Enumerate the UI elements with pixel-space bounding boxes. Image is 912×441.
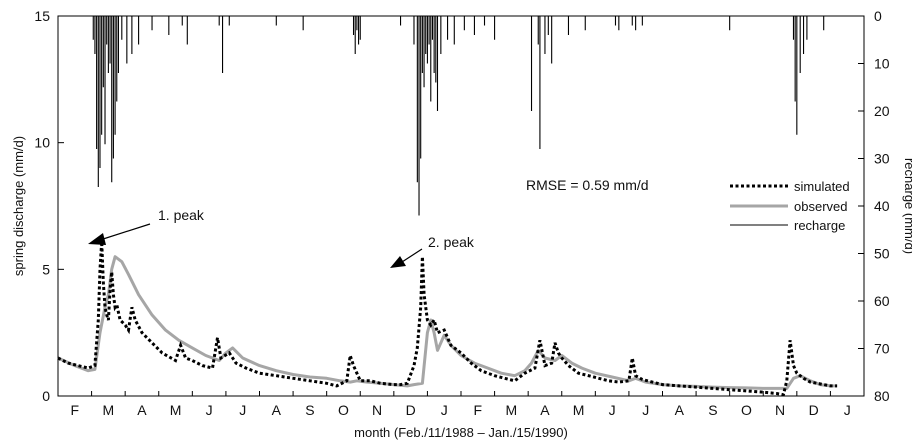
x-tick-label: N [372,402,382,418]
x-tick-label: F [71,402,80,418]
left-y-tick-label: 0 [42,388,50,404]
x-tick-label: S [708,402,717,418]
peak2-arrow [390,248,423,268]
x-tick-label: J [609,402,616,418]
left-y-axis: 0 5 10 15 [34,8,64,404]
right-y-tick-label: 80 [874,388,890,404]
recharge-series [92,16,825,216]
right-y-tick-label: 0 [874,8,882,24]
right-y-tick-label: 50 [874,246,890,262]
x-tick-label: M [573,402,585,418]
x-tick-label: J [441,402,448,418]
legend-observed-label: observed [794,199,847,214]
x-tick-label: A [272,402,282,418]
x-axis-title: month (Feb./11/1988 – Jan./15/1990) [354,425,568,440]
simulated-series-line [57,241,838,397]
right-y-axis: 0 10 20 30 40 50 60 70 80 [858,8,890,404]
x-tick-label: F [474,402,483,418]
x-tick-label: O [338,402,349,418]
peak1-label: 1. peak [158,207,205,223]
x-tick-label: J [642,402,649,418]
observed-series-line [57,255,838,390]
x-tick-label: O [741,402,752,418]
legend-recharge-label: recharge [794,218,845,233]
right-y-axis-title: recharge (mm/d) [902,158,912,254]
x-tick-label: D [406,402,416,418]
peak1-arrow [88,223,151,245]
rmse-annotation: RMSE = 0.59 mm/d [526,177,649,193]
x-tick-label: D [809,402,819,418]
x-tick-label: M [506,402,518,418]
x-tick-label: M [170,402,182,418]
x-tick-label: J [844,402,851,418]
x-tick-label: A [540,402,550,418]
x-tick-label: A [675,402,685,418]
x-tick-label: A [137,402,147,418]
left-y-tick-label: 15 [34,8,50,24]
legend: simulated observed recharge [730,179,850,233]
legend-simulated-label: simulated [794,179,850,194]
right-y-tick-label: 10 [874,56,890,72]
right-y-tick-label: 40 [874,198,890,214]
right-y-tick-label: 60 [874,293,890,309]
x-tick-label: J [206,402,213,418]
x-tick-label: N [775,402,785,418]
peak2-label: 2. peak [428,234,475,250]
right-y-tick-label: 70 [874,341,890,357]
left-y-tick-label: 10 [34,135,50,151]
right-y-tick-label: 30 [874,151,890,167]
left-y-axis-title: spring discharge (mm/d) [11,136,26,276]
x-tick-label: J [239,402,246,418]
right-y-tick-label: 20 [874,103,890,119]
x-tick-label: M [103,402,115,418]
x-tick-label: S [305,402,314,418]
left-y-tick-label: 5 [42,261,50,277]
